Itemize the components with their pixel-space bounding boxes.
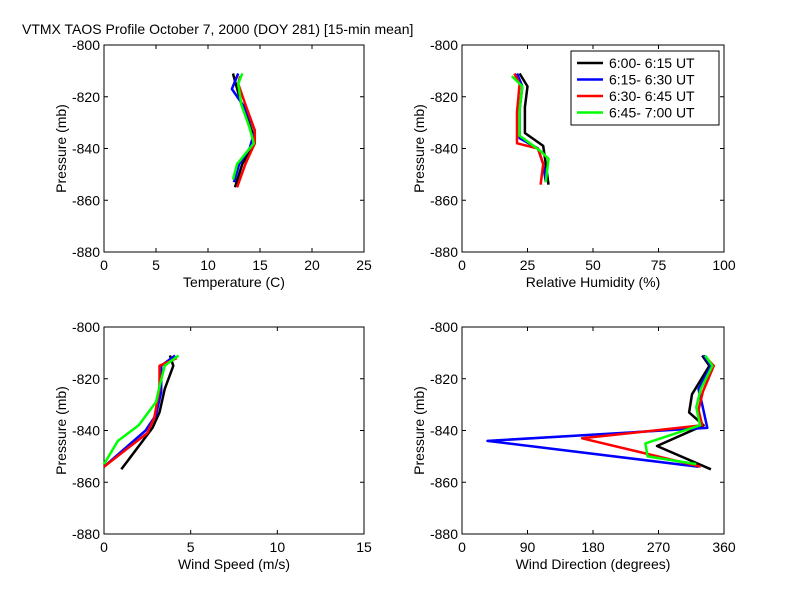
x-tick-label: 180: [581, 539, 605, 555]
series-line-3: [580, 357, 716, 468]
humidity-plot: 0 25 50 75 100 -880 -860 -840 -820 -800 Relative H…: [411, 37, 736, 290]
x-tick-label: 0: [100, 539, 108, 555]
x-tick-label: 100: [712, 257, 736, 273]
y-tick-label: -820: [72, 89, 100, 105]
series-line-3: [103, 356, 178, 468]
y-axis-label: Pressure (mb): [53, 386, 69, 475]
y-axis-label: Pressure (mb): [53, 104, 69, 193]
y-tick-label: -800: [430, 319, 458, 335]
series-line-4: [644, 354, 714, 466]
wind-direction-plot: 0 90 180 270 360 -880 -860 -840 -820 -800 Wind Dir…: [411, 319, 736, 572]
x-tick-label: 360: [712, 539, 736, 555]
y-tick-label: -860: [430, 192, 458, 208]
x-axis-label: Temperature (C): [183, 274, 285, 290]
legend-entry: 6:15- 6:30 UT: [609, 72, 695, 88]
x-tick-label: 0: [100, 257, 108, 273]
y-tick-label: -880: [430, 244, 458, 260]
y-tick-label: -820: [430, 89, 458, 105]
series-line-4: [231, 73, 256, 180]
x-axis-label: Relative Humidity (%): [526, 274, 661, 290]
y-tick-label: -880: [72, 244, 100, 260]
x-tick-label: 0: [458, 257, 466, 273]
legend: 6:00- 6:15 UT6:15- 6:30 UT6:30- 6:45 UT6…: [570, 50, 720, 126]
x-tick-label: 5: [152, 257, 160, 273]
x-tick-label: 25: [520, 257, 536, 273]
x-tick-label: 0: [458, 539, 466, 555]
x-axis-label: Wind Direction (degrees): [516, 556, 671, 572]
x-tick-label: 15: [356, 539, 372, 555]
y-tick-label: -880: [430, 526, 458, 542]
legend-entry: 6:45- 7:00 UT: [609, 105, 695, 121]
temperature-plot: 0 5 10 15 20 25 -880 -860 -840 -820 -800 Temperatur…: [53, 37, 372, 290]
y-tick-label: -880: [72, 526, 100, 542]
y-tick-label: -860: [72, 192, 100, 208]
wind-speed-plot: 0 5 10 15 -880 -860 -840 -820 -800 Wind Speed (m/…: [53, 319, 372, 572]
y-tick-label: -800: [430, 37, 458, 53]
x-tick-label: 20: [304, 257, 320, 273]
series-line-1: [518, 72, 550, 185]
y-axis-label: Pressure (mb): [411, 104, 427, 193]
legend-entry: 6:30- 6:45 UT: [609, 88, 695, 104]
x-tick-label: 10: [270, 539, 286, 555]
y-tick-label: -840: [430, 423, 458, 439]
series-line-4: [510, 75, 550, 183]
axes-box: [103, 326, 365, 535]
y-tick-label: -860: [72, 474, 100, 490]
y-axis-label: Pressure (mb): [411, 386, 427, 475]
chart-panels: 0 5 10 15 20 25 -880 -860 -840 -820 -800 Temperatur…: [53, 37, 736, 572]
x-tick-label: 270: [647, 539, 671, 555]
y-tick-label: -840: [72, 141, 100, 157]
y-tick-label: -800: [72, 37, 100, 53]
x-tick-label: 10: [200, 257, 216, 273]
x-tick-label: 5: [187, 539, 195, 555]
y-tick-label: -820: [430, 371, 458, 387]
series-line-1: [120, 355, 175, 471]
series-line-4: [102, 354, 180, 465]
y-tick-label: -840: [430, 141, 458, 157]
x-tick-label: 50: [585, 257, 601, 273]
x-tick-label: 90: [520, 539, 536, 555]
x-axis-label: Wind Speed (m/s): [178, 556, 290, 572]
legend-entry: 6:00- 6:15 UT: [609, 55, 695, 71]
figure-title: VTMX TAOS Profile October 7, 2000 (DOY 2…: [22, 21, 413, 37]
x-tick-label: 25: [356, 257, 372, 273]
y-tick-label: -840: [72, 423, 100, 439]
y-tick-label: -860: [430, 474, 458, 490]
x-tick-label: 75: [651, 257, 667, 273]
x-tick-label: 15: [252, 257, 268, 273]
y-tick-label: -800: [72, 319, 100, 335]
y-tick-label: -820: [72, 371, 100, 387]
